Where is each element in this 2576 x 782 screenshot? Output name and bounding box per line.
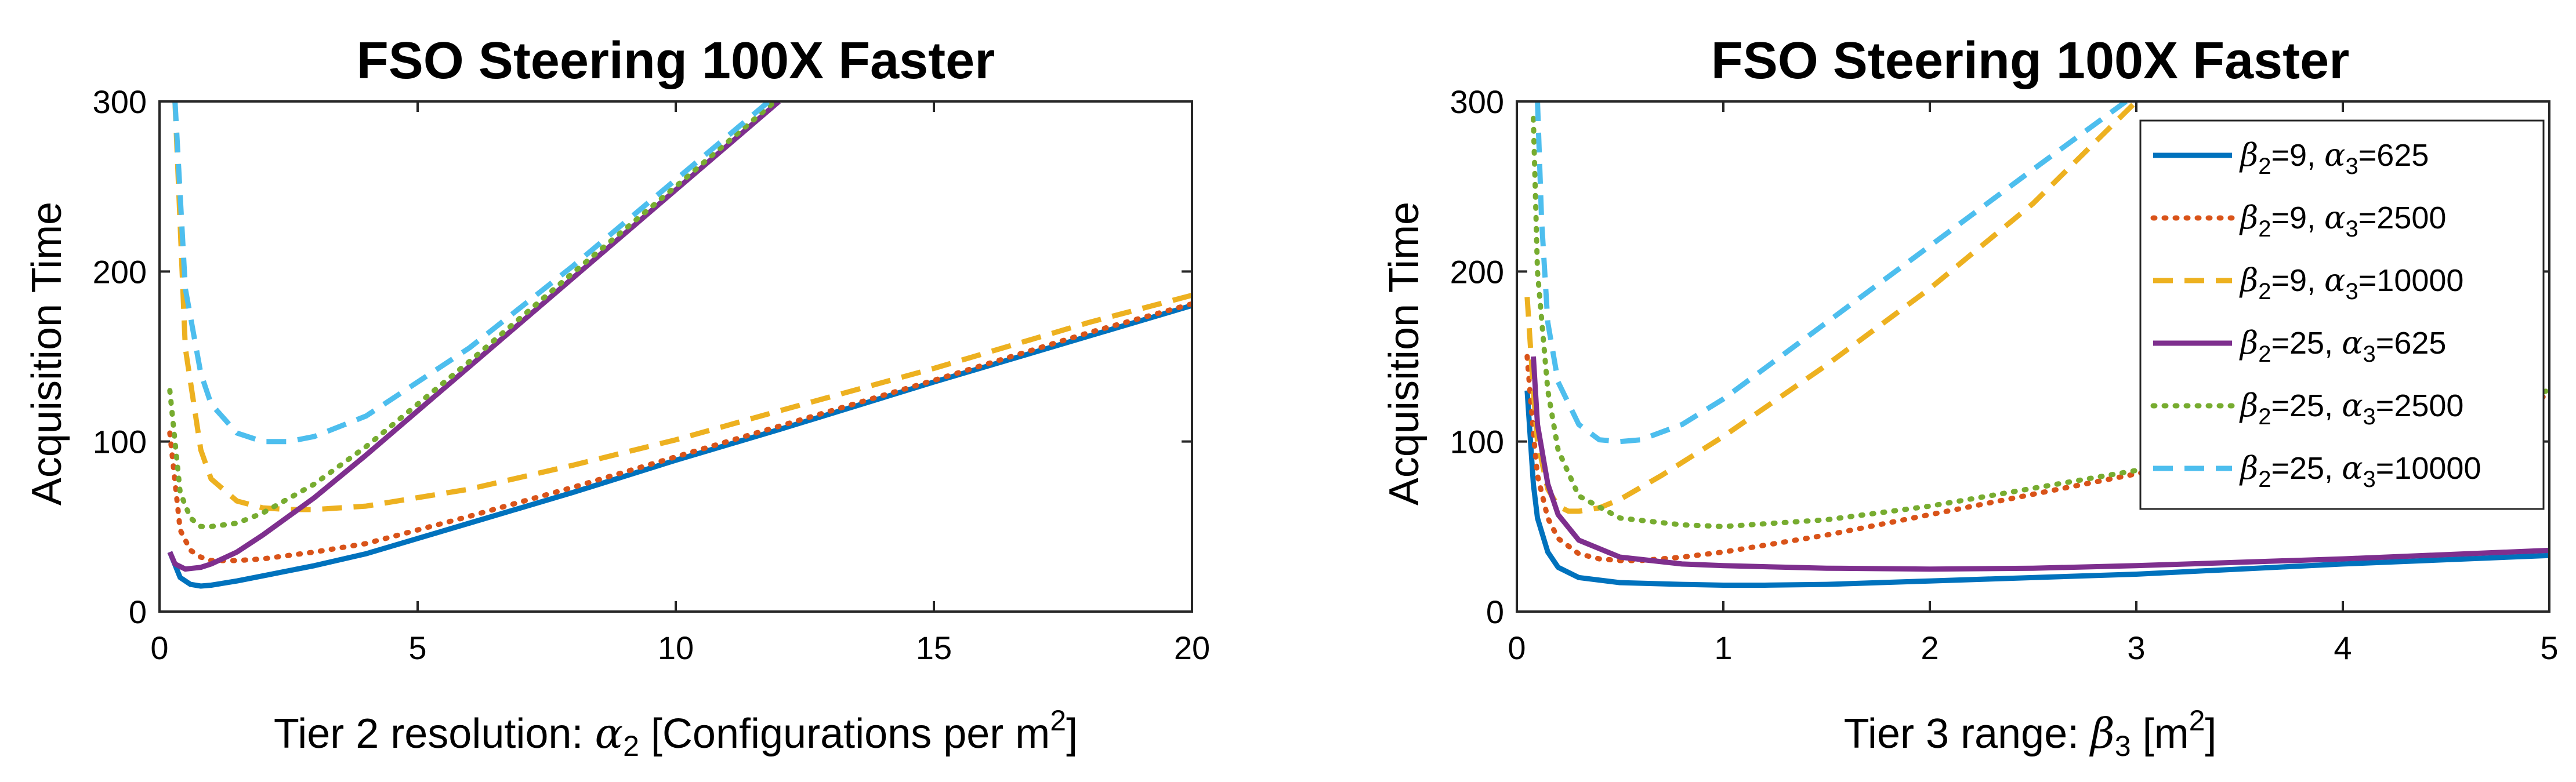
chart-left-series [167,101,1192,589]
chart-right-xlabel: Tier 3 range: β3 [m2] [1844,704,2217,762]
chart-right-ylabel: Acquisition Time [1381,202,1428,505]
legend-label: β2=25, α3=10000 [2239,450,2481,492]
series-line [167,301,1192,563]
legend-label: β2=25, α3=2500 [2239,387,2463,430]
chart-left-xlabel: Tier 2 resolution: α2 [Configurations pe… [274,704,1078,762]
chart-left-ylabel: Acquisition Time [24,202,70,505]
legend-box [2139,119,2545,510]
chart-right-axes [1516,100,2550,613]
chart-right-xticks: 0 1 2 3 4 5 [1508,101,2559,666]
y-tick-label: 300 [1450,83,1504,120]
series-line [167,101,780,529]
legend-label: β2=9, α3=2500 [2239,199,2446,242]
y-tick-label: 100 [93,424,147,460]
x-tick-label: 0 [1508,630,1526,666]
series-line [172,101,773,445]
chart-right-legend: β2=9, α3=625 β2=9, α3=2500 β2=9, α3=10000 β… [2139,119,2545,510]
chart-left-title: FSO Steering 100X Faster [357,32,995,90]
chart-left-yticks: 0 100 200 300 [93,83,1192,630]
y-tick-label: 0 [129,594,147,630]
chart-left-xticks: 0 5 10 15 20 [150,101,1210,666]
series-line [167,303,1192,589]
series-line [1524,390,2549,588]
x-tick-label: 10 [658,630,694,666]
series-line [172,101,1192,512]
chart-right: FSO Steering 100X Faster Acquisition Tim… [1381,32,2559,762]
y-tick-label: 200 [1450,253,1504,290]
chart-right-title: FSO Steering 100X Faster [1711,32,2349,90]
chart-left-axes [158,100,1193,613]
y-tick-label: 0 [1486,594,1504,630]
x-tick-label: 2 [1921,630,1939,666]
x-tick-label: 20 [1174,630,1210,666]
series-line [1531,115,2549,529]
x-tick-label: 15 [916,630,952,666]
legend-label: β2=9, α3=10000 [2239,262,2463,304]
legend-label: β2=9, α3=625 [2239,137,2429,179]
series-line [1531,356,2549,572]
x-tick-label: 0 [150,630,168,666]
x-tick-label: 4 [2334,630,2352,666]
series-line [167,101,781,572]
chart-right-series [1524,101,2549,588]
x-tick-label: 5 [2540,630,2558,666]
y-tick-label: 300 [93,83,147,120]
series-line [1535,101,2128,445]
x-tick-label: 3 [2127,630,2145,666]
x-tick-label: 5 [408,630,426,666]
legend-label: β2=25, α3=625 [2239,325,2446,367]
chart-left: FSO Steering 100X Faster Acquisition Tim… [24,32,1210,762]
y-tick-label: 200 [93,253,147,290]
x-tick-label: 1 [1714,630,1732,666]
y-tick-label: 100 [1450,424,1504,460]
